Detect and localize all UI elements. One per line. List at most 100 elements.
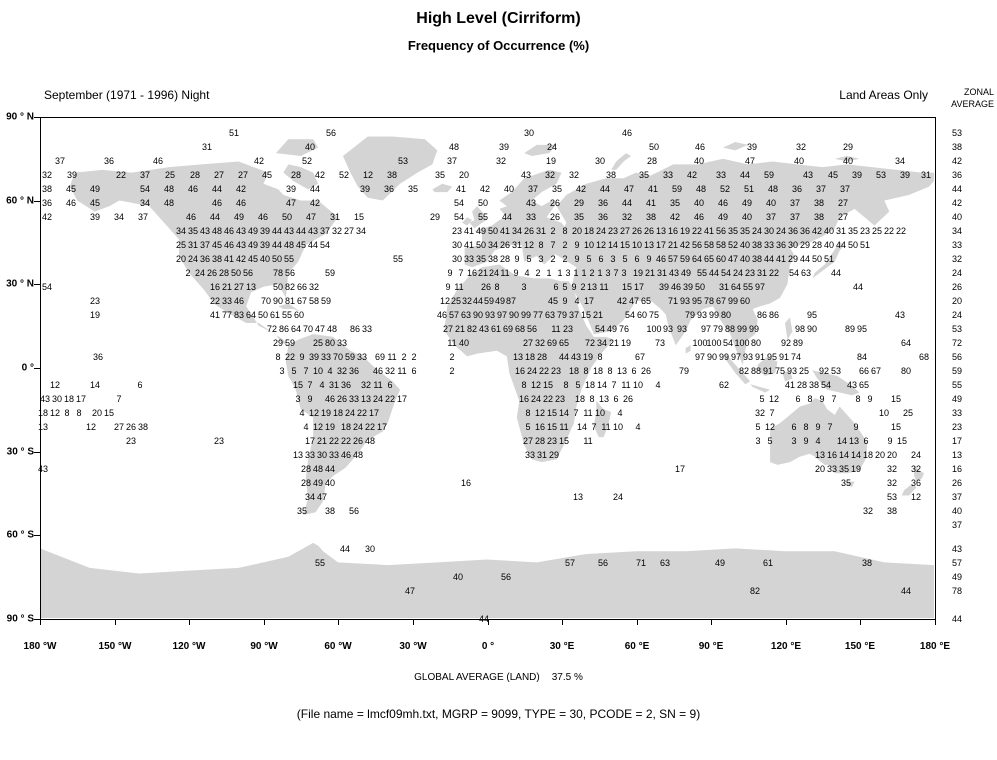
grid-value: 44: [799, 254, 811, 264]
grid-value: 8: [525, 408, 531, 418]
lat-axis-label: 30 ° S: [6, 446, 34, 458]
grid-value: 93: [484, 310, 496, 320]
grid-value: 39: [899, 170, 911, 180]
grid-value: 35: [407, 184, 419, 194]
grid-value: 2: [401, 352, 407, 362]
grid-value: 6: [613, 394, 619, 404]
grid-value: 9: [815, 422, 821, 432]
grid-value: 55: [314, 558, 326, 568]
grid-value: 54: [139, 184, 151, 194]
grid-value: 14: [836, 436, 848, 446]
grid-value: 43: [235, 240, 247, 250]
grid-value: 82: [749, 586, 761, 596]
grid-value: 56: [597, 558, 609, 568]
grid-value: 32: [754, 408, 766, 418]
grid-value: 6: [598, 254, 604, 264]
island-novaya-zemlya: [611, 153, 632, 170]
grid-value: 24: [526, 366, 538, 376]
grid-value: 98: [794, 324, 806, 334]
grid-value: 5: [291, 366, 297, 376]
grid-value: 42: [41, 212, 53, 222]
grid-value: 37: [765, 212, 777, 222]
grid-value: 39: [66, 170, 78, 180]
grid-value: 14: [558, 408, 570, 418]
grid-value: 36: [41, 198, 53, 208]
island-svalbard: [524, 144, 557, 156]
grid-value: 3: [791, 436, 797, 446]
grid-value: 6: [553, 282, 559, 292]
grid-value: 25: [450, 296, 462, 306]
grid-value: 27: [237, 170, 249, 180]
grid-value: 15: [353, 212, 365, 222]
grid-value: 38: [751, 240, 763, 250]
grid-value: 19: [324, 422, 336, 432]
grid-value: 23: [607, 226, 619, 236]
axis-tick: [34, 619, 40, 620]
grid-value: 56: [325, 128, 337, 138]
grid-value: 20: [886, 450, 898, 460]
zonal-average-value: 24: [951, 268, 963, 278]
grid-value: 9: [513, 268, 519, 278]
grid-value: 38: [808, 380, 820, 390]
grid-value: 48: [448, 142, 460, 152]
grid-value: 28: [300, 464, 312, 474]
grid-value: 6: [863, 436, 869, 446]
grid-value: 42: [616, 296, 628, 306]
grid-value: 43: [307, 226, 319, 236]
grid-value: 43: [39, 394, 51, 404]
grid-value: 28: [646, 156, 658, 166]
grid-value: 50: [230, 268, 242, 278]
grid-value: 26: [631, 226, 643, 236]
grid-value: 53: [875, 170, 887, 180]
continent-europe: [464, 169, 574, 268]
grid-value: 65: [640, 296, 652, 306]
grid-value: 37: [815, 184, 827, 194]
grid-value: 9: [887, 436, 893, 446]
grid-value: 42: [309, 198, 321, 208]
grid-value: 11: [601, 422, 611, 432]
grid-value: 27: [343, 226, 355, 236]
zonal-average-value: 37: [951, 492, 963, 502]
grid-value: 55: [283, 254, 295, 264]
grid-value: 20: [458, 170, 470, 180]
grid-value: 22: [209, 296, 221, 306]
grid-value: 38: [137, 422, 149, 432]
grid-value: 57: [564, 558, 576, 568]
grid-value: 44: [621, 198, 633, 208]
grid-value: 100: [734, 338, 750, 348]
grid-value: 9: [445, 282, 451, 292]
grid-value: 12: [49, 408, 61, 418]
grid-value: 23: [125, 436, 137, 446]
lat-axis-label: 60 ° N: [6, 195, 34, 207]
grid-value: 37: [139, 170, 151, 180]
grid-value: 7: [116, 394, 122, 404]
grid-value: 35: [187, 226, 199, 236]
island-cuba: [278, 303, 301, 312]
grid-value: 59: [324, 268, 336, 278]
grid-value: 44: [478, 614, 490, 624]
grid-value: 70: [302, 324, 314, 334]
grid-value: 26: [643, 226, 655, 236]
grid-value: 49: [312, 478, 324, 488]
grid-value: 2: [449, 366, 455, 376]
grid-value: 28: [499, 254, 511, 264]
grid-value: 46: [223, 226, 235, 236]
grid-value: 34: [487, 240, 499, 250]
grid-value: 30: [451, 254, 463, 264]
grid-value: 18: [574, 394, 586, 404]
grid-value: 46: [211, 198, 223, 208]
grid-value: 42: [235, 184, 247, 194]
grid-value: 12: [764, 422, 776, 432]
grid-value: 32: [41, 170, 53, 180]
grid-value: 28: [290, 170, 302, 180]
grid-value: 32: [862, 506, 874, 516]
grid-value: 75: [774, 366, 786, 376]
grid-value: 49: [89, 184, 101, 194]
grid-value: 16: [466, 268, 478, 278]
grid-value: 73: [654, 338, 666, 348]
grid-value: 32: [331, 226, 343, 236]
zonal-average-value: 32: [951, 254, 963, 264]
grid-value: 31: [187, 240, 199, 250]
grid-value: 17: [304, 436, 316, 446]
grid-value: 69: [374, 352, 386, 362]
